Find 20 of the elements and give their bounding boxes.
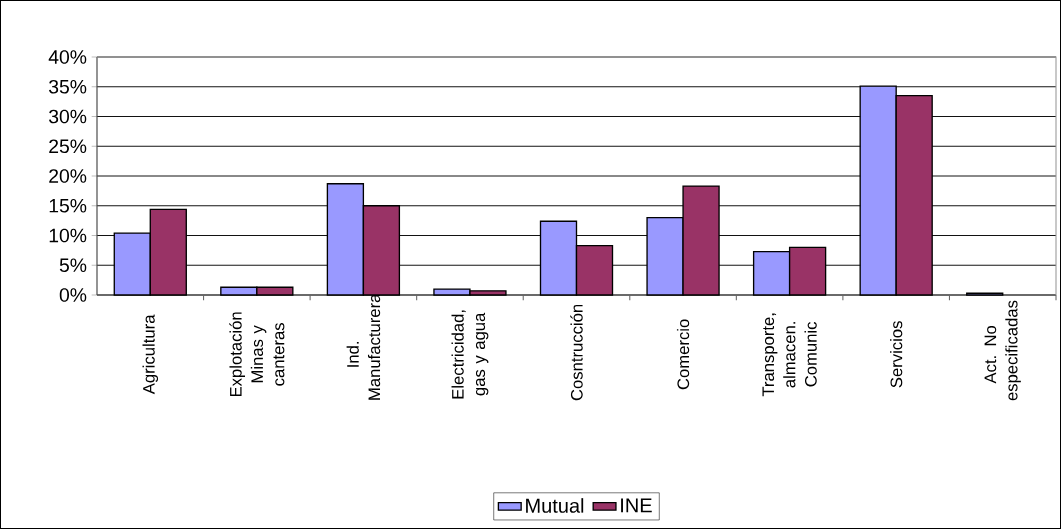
y-tick-label: 30% — [48, 109, 87, 124]
y-tick-label: 25% — [49, 139, 87, 154]
x-tick-label: Servicios — [890, 321, 903, 388]
x-tick-label: Act. No especificadas — [984, 300, 1021, 401]
x-tick-label: Ind. Manufacturera — [346, 293, 381, 400]
y-tick-label: 40% — [48, 50, 87, 64]
x-tick-label: Electricidad, gas y agua — [451, 310, 489, 399]
legend-label: Mutual — [526, 498, 584, 513]
x-tick-label: Explotación Minas y canteras — [229, 312, 285, 397]
y-tick-label: 5% — [59, 258, 87, 273]
y-tick-label: 0% — [59, 288, 87, 302]
y-tick-label: 15% — [49, 198, 87, 213]
x-tick-label: Transporte, almacen. Comunic — [762, 313, 817, 397]
x-tick-label: Comercio — [676, 319, 690, 390]
y-tick-label: 35% — [48, 79, 87, 94]
y-tick-label: 10% — [49, 228, 87, 243]
x-tick-label: Agricultura — [142, 314, 159, 395]
y-tick-label: 20% — [49, 169, 87, 183]
x-tick-label: Cosntrucción — [570, 304, 583, 401]
legend-label: INE — [621, 498, 652, 513]
